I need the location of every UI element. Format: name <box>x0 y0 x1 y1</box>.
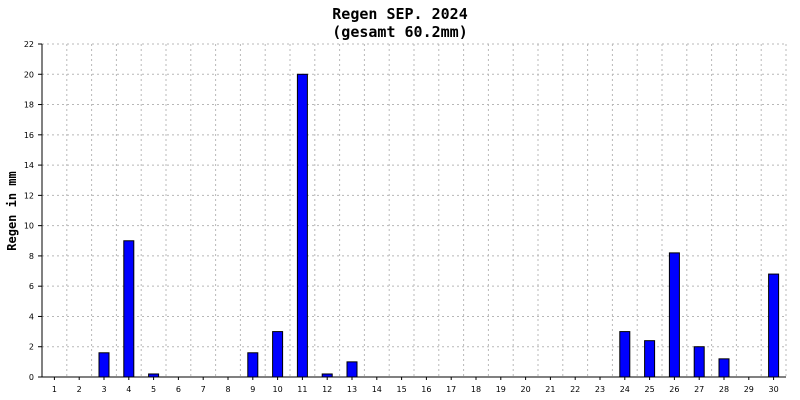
x-tick-label: 2 <box>77 385 82 394</box>
y-tick-label: 14 <box>24 161 34 170</box>
y-tick-label: 16 <box>24 131 34 140</box>
grid-lines <box>41 43 787 377</box>
y-tick-label: 6 <box>29 282 34 291</box>
y-tick-label: 20 <box>24 70 34 79</box>
chart-title: Regen SEP. 2024 <box>332 5 467 23</box>
x-tick-label: 17 <box>446 385 456 394</box>
bar-day-24 <box>619 331 631 378</box>
x-tick-label: 19 <box>496 385 506 394</box>
x-tick-label: 11 <box>297 385 307 394</box>
bar-day-4 <box>123 240 135 378</box>
x-tick-label: 24 <box>620 385 630 394</box>
x-tick-label: 30 <box>769 385 779 394</box>
axes <box>38 43 786 380</box>
bar-day-30 <box>768 273 780 378</box>
bar-day-9 <box>247 352 259 378</box>
y-tick-label: 12 <box>24 191 34 200</box>
x-tick-label: 22 <box>570 385 580 394</box>
x-tick-label: 23 <box>595 385 605 394</box>
x-tick-label: 29 <box>744 385 754 394</box>
x-tick-label: 1 <box>52 385 57 394</box>
chart-subtitle: (gesamt 60.2mm) <box>332 23 467 41</box>
bar-day-27 <box>693 346 705 378</box>
y-tick-label: 8 <box>29 252 34 261</box>
x-tick-label: 18 <box>471 385 481 394</box>
bar-day-26 <box>668 252 680 378</box>
x-tick-label: 15 <box>397 385 407 394</box>
x-tick-label: 26 <box>669 385 679 394</box>
bar-day-25 <box>644 340 656 378</box>
x-tick-label: 7 <box>201 385 206 394</box>
x-tick-label: 27 <box>694 385 704 394</box>
bar-day-13 <box>346 361 358 378</box>
x-tick-label: 21 <box>545 385 555 394</box>
x-tick-label: 5 <box>151 385 156 394</box>
bar-day-28 <box>718 358 730 378</box>
y-tick-label: 0 <box>29 373 34 382</box>
x-tick-label: 10 <box>273 385 283 394</box>
x-tick-label: 28 <box>719 385 729 394</box>
x-tick-label: 6 <box>176 385 181 394</box>
x-tick-label: 12 <box>322 385 332 394</box>
x-tick-label: 16 <box>421 385 431 394</box>
y-tick-label: 10 <box>24 222 34 231</box>
bar-day-10 <box>272 331 284 378</box>
x-tick-label: 20 <box>521 385 531 394</box>
y-tick-label: 22 <box>24 40 34 49</box>
y-axis-label: Regen in mm <box>5 171 19 250</box>
x-tick-label: 25 <box>645 385 655 394</box>
y-tick-label: 2 <box>29 343 34 352</box>
bar-day-11 <box>296 73 308 378</box>
x-tick-label: 3 <box>101 385 106 394</box>
x-tick-label: 8 <box>225 385 230 394</box>
y-tick-label: 4 <box>29 312 34 321</box>
x-tick-label: 9 <box>250 385 255 394</box>
x-tick-label: 4 <box>126 385 131 394</box>
x-tick-label: 13 <box>347 385 357 394</box>
bar-day-3 <box>98 352 110 378</box>
x-tick-label: 14 <box>372 385 382 394</box>
y-tick-label: 18 <box>24 101 34 110</box>
